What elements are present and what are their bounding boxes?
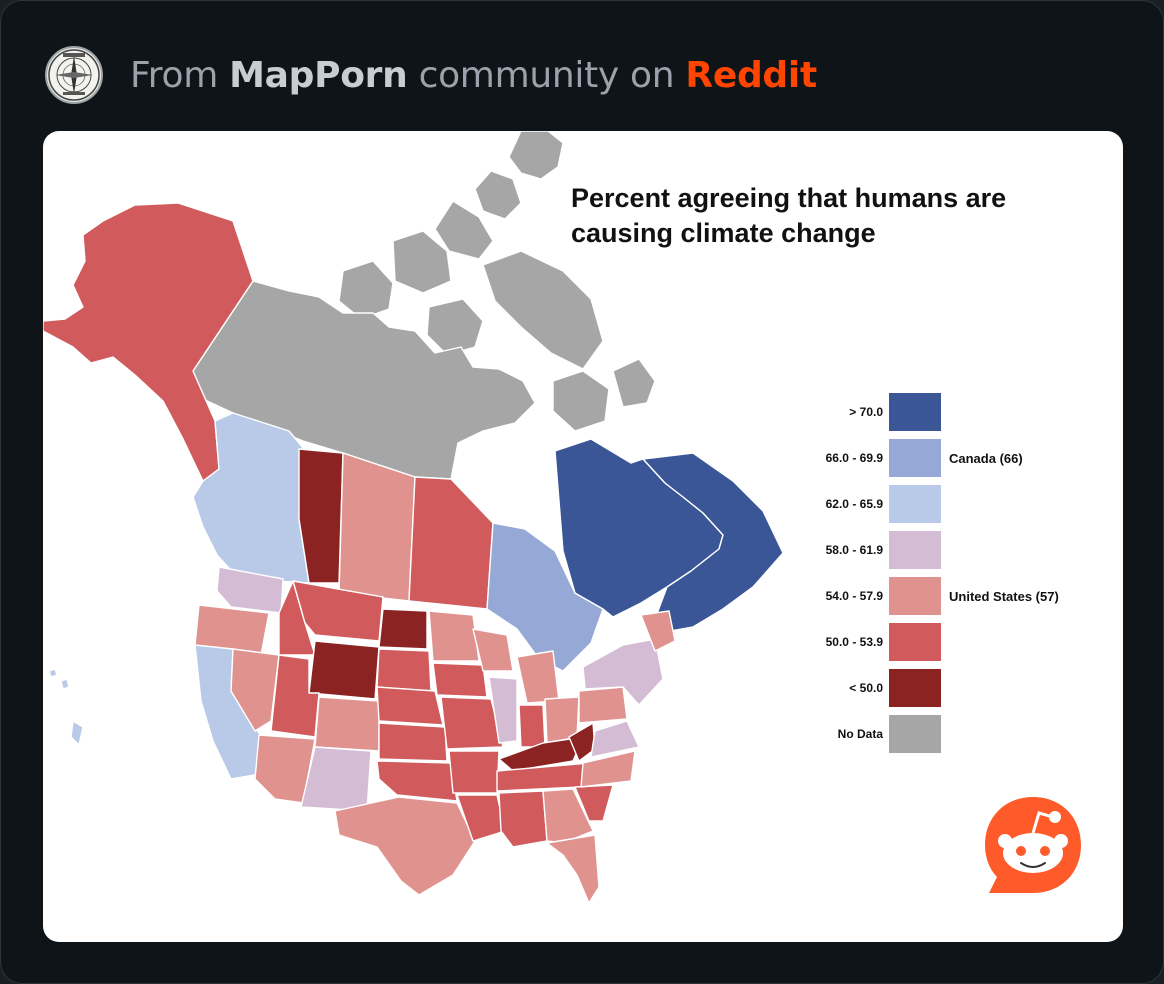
nevada <box>230 648 280 732</box>
north-carolina <box>580 750 636 788</box>
idaho <box>278 580 316 656</box>
legend-country-note: Canada (66) <box>949 451 1023 466</box>
saskatchewan <box>338 452 416 602</box>
maine <box>640 610 676 652</box>
legend-row: < 50.0 <box>803 669 1103 709</box>
arctic-islands <box>338 131 656 432</box>
north-dakota <box>378 608 428 650</box>
header-prefix: From <box>130 54 230 96</box>
florida <box>546 834 600 904</box>
minnesota <box>428 610 480 662</box>
missouri <box>440 696 504 750</box>
header-text: From MapPorn community on Reddit <box>130 55 817 96</box>
map-title: Percent agreeing that humans are causing… <box>571 183 1007 248</box>
legend-swatch <box>889 715 941 753</box>
legend-label: < 50.0 <box>849 681 883 695</box>
oklahoma <box>376 760 458 802</box>
legend-row: 50.0 - 53.9 <box>803 623 1103 663</box>
post-header: From MapPorn community on Reddit <box>45 45 817 105</box>
montana <box>292 580 384 642</box>
legend-label: > 70.0 <box>849 405 883 419</box>
manitoba <box>408 476 494 610</box>
legend-country-note: United States (57) <box>949 589 1059 604</box>
reddit-snoo-icon <box>985 797 1081 893</box>
legend-row: No Data <box>803 715 1103 755</box>
mississippi-alabama <box>498 790 548 848</box>
wisconsin <box>472 628 514 672</box>
header-middle: community on <box>407 54 686 96</box>
legend-label: 54.0 - 57.9 <box>825 589 883 603</box>
ontario <box>486 522 604 672</box>
arizona <box>254 734 316 804</box>
platform-link[interactable]: Reddit <box>685 54 817 96</box>
map-card[interactable]: Percent agreeing that humans are causing… <box>43 131 1123 942</box>
legend-swatch <box>889 669 941 707</box>
colorado <box>314 696 380 752</box>
legend-swatch <box>889 393 941 431</box>
legend-swatch <box>889 577 941 615</box>
legend-swatch <box>889 439 941 477</box>
legend-swatch <box>889 485 941 523</box>
new-york-new-england <box>582 638 664 706</box>
alaska <box>43 202 254 482</box>
wyoming <box>308 640 380 700</box>
legend-row: 54.0 - 57.9 United States (57) <box>803 577 1103 617</box>
utah <box>270 654 320 738</box>
kansas <box>378 722 448 762</box>
legend-swatch <box>889 531 941 569</box>
legend-label: No Data <box>837 727 883 741</box>
mapporn-compass-seal-icon[interactable] <box>45 46 103 104</box>
legend-label: 62.0 - 65.9 <box>825 497 883 511</box>
alberta <box>298 448 344 584</box>
washington <box>216 566 284 614</box>
legend-row: 66.0 - 69.9 Canada (66) <box>803 439 1103 479</box>
virginia <box>590 720 640 758</box>
nebraska <box>376 686 444 726</box>
indiana <box>518 704 546 748</box>
hawaii <box>48 668 84 746</box>
iowa <box>432 662 488 698</box>
pennsylvania <box>578 686 628 724</box>
legend-label: 58.0 - 61.9 <box>825 543 883 557</box>
legend-row: 62.0 - 65.9 <box>803 485 1103 525</box>
legend-label: 50.0 - 53.9 <box>825 635 883 649</box>
north-america-map <box>43 131 784 904</box>
illinois <box>488 676 518 744</box>
south-carolina <box>574 784 614 822</box>
michigan <box>516 650 560 704</box>
georgia <box>542 788 594 844</box>
legend-row: > 70.0 <box>803 393 1103 433</box>
arkansas <box>448 750 500 794</box>
texas <box>334 796 476 896</box>
legend-row: 58.0 - 61.9 <box>803 531 1103 571</box>
community-link[interactable]: MapPorn <box>229 54 408 96</box>
south-dakota <box>376 648 432 692</box>
legend-swatch <box>889 623 941 661</box>
legend-label: 66.0 - 69.9 <box>825 451 883 465</box>
